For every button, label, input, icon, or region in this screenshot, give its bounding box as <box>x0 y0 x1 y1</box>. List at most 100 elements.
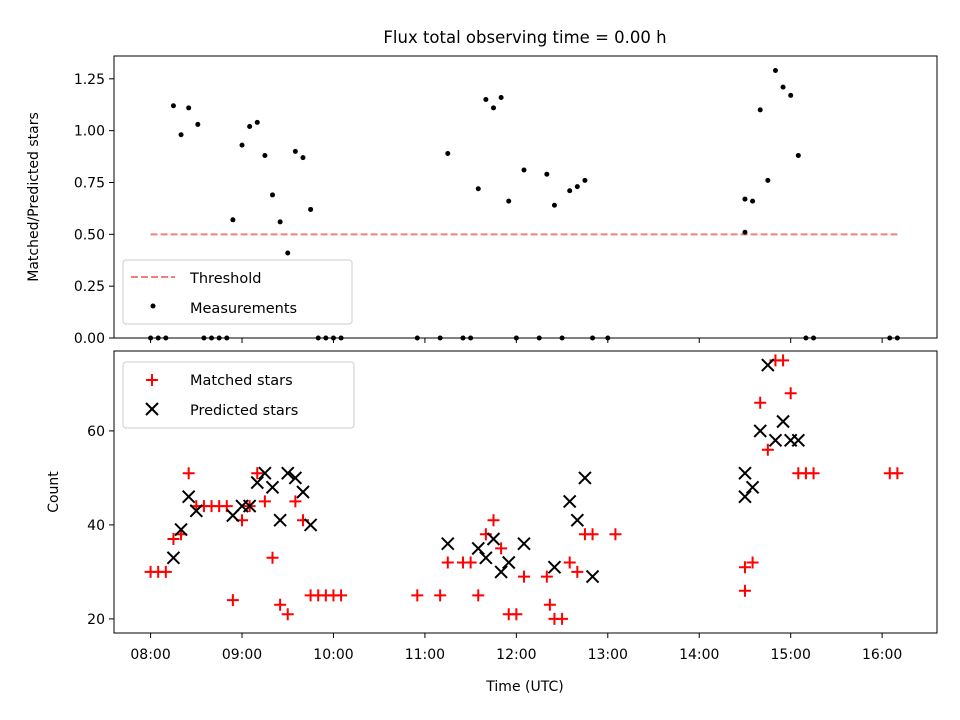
predicted-star-point <box>258 466 272 480</box>
matched-star-point <box>540 570 553 583</box>
predicted-star-point <box>547 560 562 574</box>
matched-star-point <box>761 443 774 456</box>
measurement-point <box>170 103 176 109</box>
top-y-tick-label: 0.00 <box>74 331 105 347</box>
top-y-tick-label: 0.50 <box>74 227 105 243</box>
matched-star-point <box>281 608 294 621</box>
matched-star-point <box>754 396 767 409</box>
predicted-star-point <box>753 424 767 438</box>
matched-star-point <box>411 589 424 602</box>
x-tick-label: 14:00 <box>679 647 719 663</box>
predicted-star-point <box>738 466 752 480</box>
measurement-point <box>582 177 588 183</box>
matched-legend-swatch <box>146 374 158 386</box>
matched-star-point <box>464 556 477 569</box>
bottom-x-axis: 08:00 09:00 10:00 11:00 12:00 13:00 14:00 15:00… <box>130 633 902 663</box>
top-y-axis: 0.00 0.25 0.50 0.75 1.00 1.25 <box>74 72 114 347</box>
measurement-point <box>742 229 748 235</box>
predicted-star-point <box>570 513 585 527</box>
bottom-y-axis-label: Count <box>46 471 62 513</box>
x-tick-label: 13:00 <box>588 647 628 663</box>
matched-star-point <box>487 514 500 527</box>
measurement-point <box>788 92 794 98</box>
bottom-y-tick-label: 60 <box>87 424 105 440</box>
matched-star-point <box>586 528 599 541</box>
measurement-point <box>574 184 580 190</box>
predicted-star-point <box>768 433 783 448</box>
measurement-point <box>483 97 489 103</box>
matched-star-point <box>335 589 348 602</box>
predicted-star-point <box>273 513 287 527</box>
predicted-star-point <box>189 504 204 518</box>
predicted-star-point <box>242 499 257 513</box>
matched-star-point <box>891 467 904 480</box>
measurement-point <box>285 250 291 256</box>
predicted-star-point <box>479 551 493 565</box>
predicted-star-point <box>578 471 592 485</box>
matched-star-point <box>266 551 279 564</box>
predicted-star-point <box>296 485 310 499</box>
matched-star-point <box>517 570 530 583</box>
matched-star-point <box>434 589 447 602</box>
matched-star-point <box>441 556 454 569</box>
predicted-star-point <box>738 489 752 504</box>
measurements-legend-swatch <box>150 303 156 309</box>
measurements-legend-label: Measurements <box>190 301 297 317</box>
matched-star-point <box>738 561 751 574</box>
top-chart-title: Flux total observing time = 0.00 h <box>383 28 666 47</box>
predicted-star-point <box>174 522 188 537</box>
flux-ratio-panel: 0.00 0.25 0.50 0.75 1.00 1.25 Matched/Predict… <box>26 55 938 347</box>
measurement-point <box>521 167 527 173</box>
matched-star-point <box>289 495 302 508</box>
measurement-point <box>498 94 504 100</box>
measurement-point <box>567 188 573 194</box>
matched-star-point <box>226 594 239 607</box>
top-y-axis-label: Matched/Predicted stars <box>26 112 42 282</box>
predicted-star-point <box>471 541 485 556</box>
predicted-star-point <box>303 518 318 532</box>
top-y-tick-label: 0.75 <box>74 175 105 191</box>
measurement-point <box>247 124 253 129</box>
bottom-y-tick-label: 20 <box>87 612 105 628</box>
predicted-legend-swatch <box>145 402 159 416</box>
predicted-star-point <box>250 475 264 490</box>
predicted-star-point <box>562 494 577 509</box>
matched-star-point <box>251 467 264 480</box>
matched-star-point <box>571 565 584 578</box>
predicted-star-point <box>166 551 181 565</box>
measurement-point <box>292 148 298 154</box>
predicted-star-point <box>486 532 501 546</box>
matched-star-point <box>159 565 172 578</box>
measurement-point <box>277 219 283 225</box>
measurement-point <box>230 217 236 223</box>
top-legend: Threshold Measurements <box>122 259 353 325</box>
measurement-point <box>262 153 268 159</box>
matched-star-point <box>563 556 576 569</box>
matched-star-point <box>556 612 569 625</box>
x-tick-label: 09:00 <box>222 647 262 663</box>
measurement-point <box>757 107 763 113</box>
matched-star-point <box>807 467 820 480</box>
bottom-legend: Matched stars Predicted stars <box>122 361 355 429</box>
x-tick-label: 10:00 <box>313 647 353 663</box>
bottom-plot-frame <box>113 350 938 634</box>
matched-star-point <box>472 589 485 602</box>
measurement-point <box>765 177 771 183</box>
top-y-tick-label: 1.25 <box>74 72 105 88</box>
matched-star-point <box>258 495 271 508</box>
matched-star-point <box>510 608 523 621</box>
predicted-legend-label: Predicted stars <box>190 403 298 419</box>
star-count-panel: 20 40 60 08:00 09:00 10:00 11:00 12:00 13:00 14:… <box>46 350 938 695</box>
predicted-star-point <box>288 471 303 485</box>
predicted-star-point <box>745 480 760 495</box>
measurement-point <box>186 105 192 111</box>
predicted-star-point <box>281 466 295 480</box>
measurement-point <box>239 142 245 148</box>
measurement-point <box>506 198 512 204</box>
measurement-point <box>780 84 786 90</box>
predicted-star-point <box>585 569 600 584</box>
measurement-point <box>270 192 276 198</box>
predicted-star-point <box>494 565 508 579</box>
